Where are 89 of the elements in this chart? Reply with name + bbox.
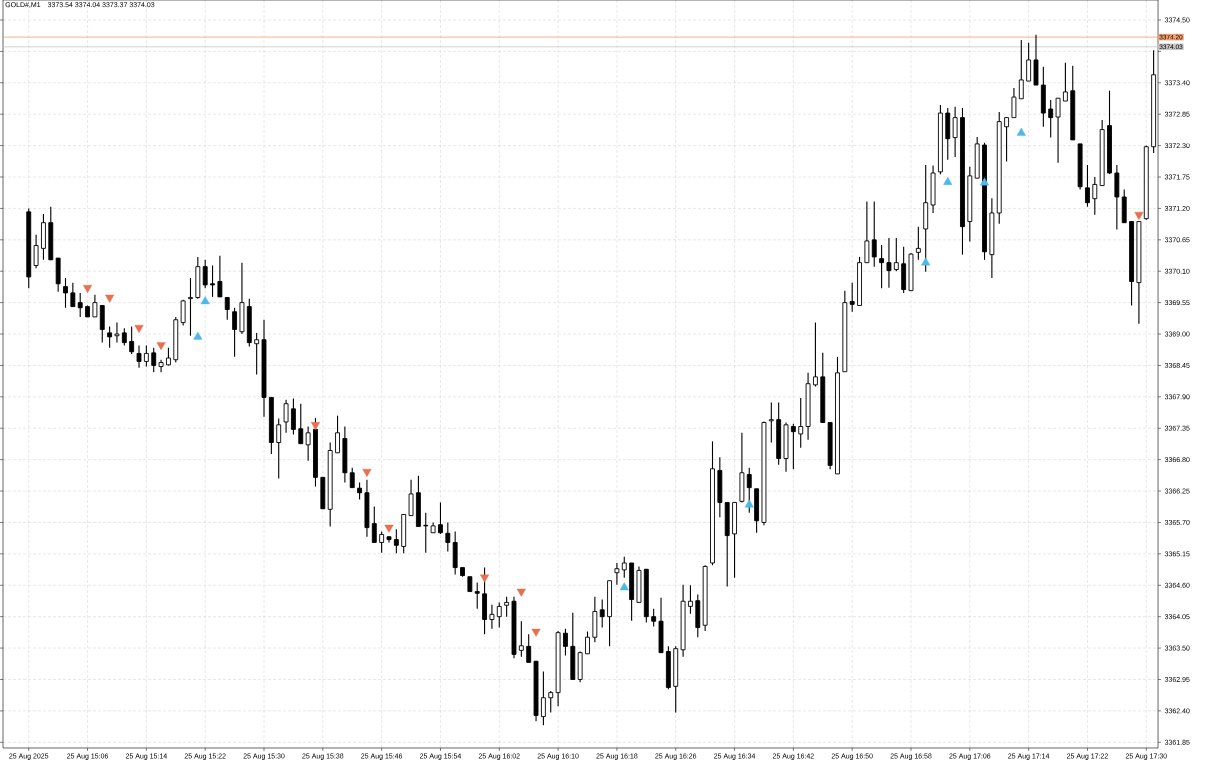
candlestick	[188, 277, 193, 337]
candlestick	[158, 359, 164, 373]
candlestick	[585, 630, 590, 655]
candlestick	[136, 344, 142, 369]
candlestick	[77, 292, 83, 318]
candlestick	[63, 277, 68, 309]
candlestick	[143, 344, 149, 368]
candlestick	[746, 467, 752, 514]
point	[193, 331, 203, 340]
point	[1016, 127, 1026, 136]
candlestick	[202, 259, 208, 289]
point	[134, 325, 144, 333]
point	[943, 176, 953, 185]
candlestick	[812, 322, 818, 388]
candlestick	[790, 423, 796, 470]
candlestick	[864, 201, 870, 264]
point	[480, 574, 490, 583]
candlestick	[688, 584, 693, 615]
candlestick	[92, 294, 98, 318]
candlestick	[335, 415, 340, 454]
candlestick	[283, 399, 289, 434]
candlestick	[798, 397, 804, 449]
candlestick	[379, 531, 385, 554]
candlestick	[548, 690, 554, 714]
candlestick	[371, 505, 377, 543]
candlestick	[114, 322, 120, 344]
candlestick	[540, 670, 546, 726]
candlestick	[526, 633, 532, 663]
point	[531, 628, 541, 637]
candlestick	[1026, 42, 1032, 82]
candlestick	[276, 417, 282, 480]
candlestick	[1004, 116, 1010, 163]
candlestick	[849, 282, 855, 313]
candlestick	[504, 596, 510, 618]
candlestick	[599, 598, 605, 629]
candlestick	[1062, 62, 1068, 102]
candlestick	[1048, 99, 1054, 139]
candlestick	[129, 326, 135, 355]
point	[83, 285, 93, 293]
candlestick	[438, 501, 443, 535]
point	[516, 588, 526, 597]
candlestick	[33, 234, 39, 269]
candlestick	[254, 332, 260, 376]
point	[1134, 211, 1144, 220]
point	[156, 342, 166, 351]
candlestick	[1011, 87, 1017, 119]
candlestick	[879, 244, 885, 289]
candlestick	[489, 604, 495, 630]
candlestick	[1055, 97, 1061, 164]
candlestick	[99, 304, 105, 344]
candlestick	[496, 601, 502, 629]
candlestick	[224, 296, 230, 321]
candlestick	[305, 425, 311, 462]
candlestick	[893, 237, 899, 272]
candlestick	[1085, 164, 1090, 208]
candlestick	[1018, 39, 1024, 100]
candlestick	[408, 479, 414, 517]
candlestick	[210, 264, 215, 298]
candlestick	[151, 347, 157, 373]
point	[310, 422, 320, 431]
candlestick	[1114, 164, 1120, 231]
candlestick	[180, 299, 186, 327]
candlestick	[871, 201, 877, 268]
candlestick	[915, 226, 921, 261]
candlestick	[952, 106, 958, 158]
candlestick	[445, 521, 451, 553]
point	[200, 296, 210, 305]
point	[362, 468, 372, 477]
point	[105, 294, 115, 303]
candlestick	[393, 528, 399, 554]
candlestick	[232, 307, 238, 358]
candlestick	[886, 237, 892, 289]
candlestick	[474, 581, 480, 610]
candlestick	[614, 562, 620, 586]
candlestick	[768, 402, 774, 444]
point	[979, 177, 990, 186]
candlestick	[423, 512, 429, 554]
candlestick	[621, 556, 627, 579]
candlestick	[107, 326, 113, 349]
candlestick	[518, 620, 524, 658]
point	[384, 524, 394, 533]
candlestick	[563, 628, 568, 657]
point	[921, 257, 931, 266]
candlestick	[1092, 176, 1098, 216]
candlestick	[290, 398, 296, 436]
candlestick	[70, 282, 76, 308]
candlestick	[298, 403, 304, 445]
candlestick	[217, 255, 223, 298]
candlestick	[349, 467, 355, 489]
